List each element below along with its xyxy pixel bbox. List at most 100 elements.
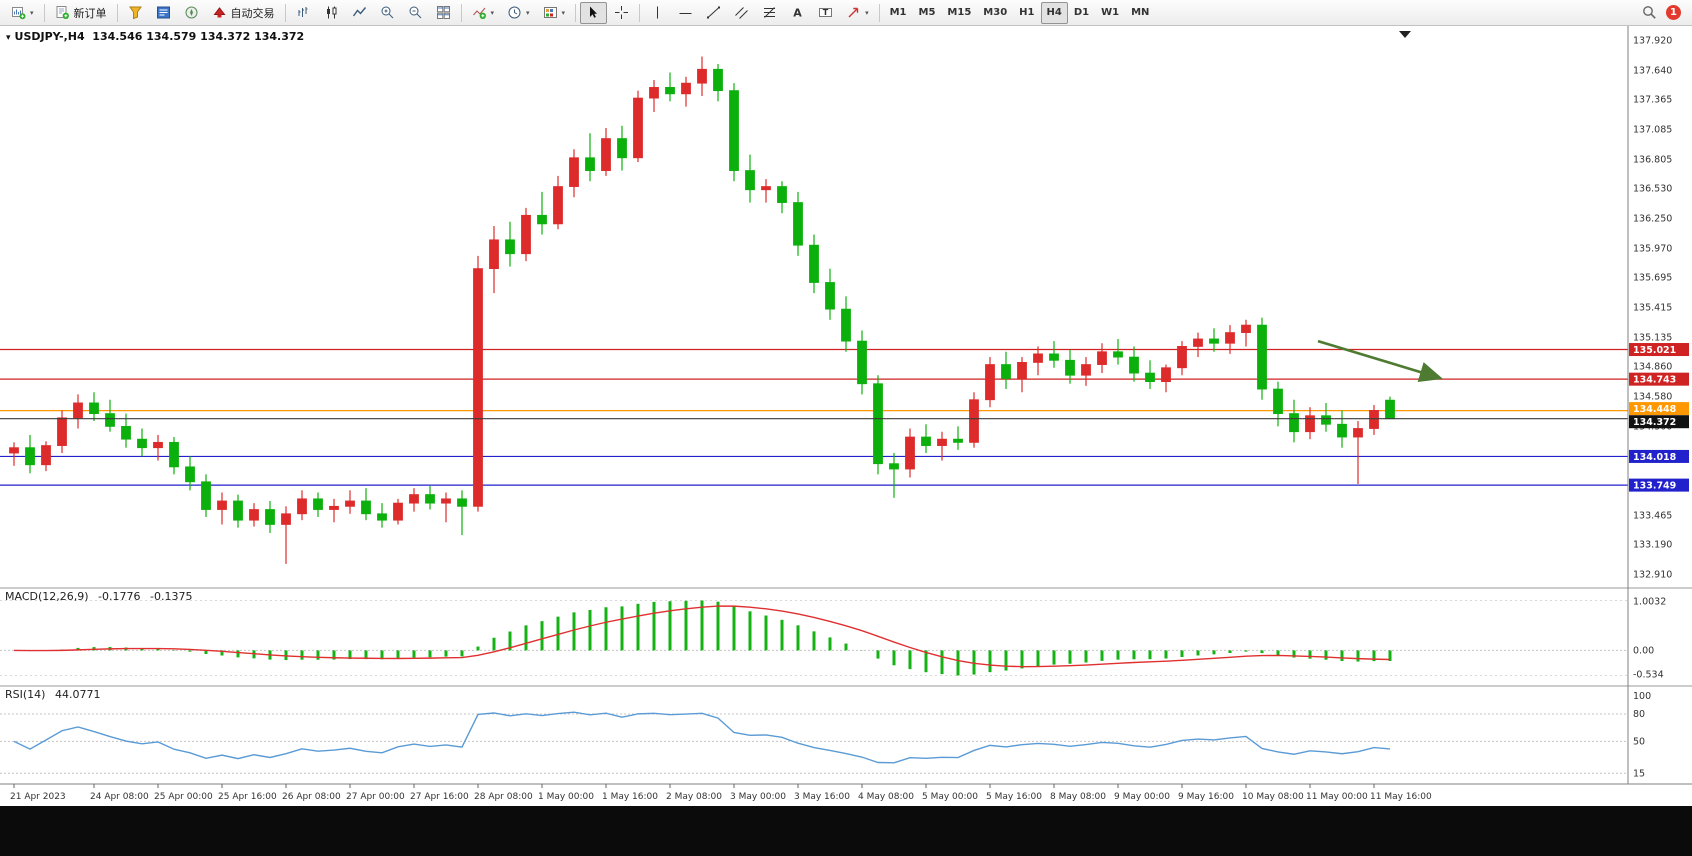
fibonacci-tool-button[interactable] [756,2,783,24]
svg-text:11 May 00:00: 11 May 00:00 [1306,792,1368,802]
cursor-icon [590,6,598,18]
text-label-tool-button[interactable]: T [812,2,839,24]
zoom-out-button[interactable] [402,2,429,24]
svg-text:132.910: 132.910 [1633,570,1672,581]
indicators-icon [472,7,486,19]
dropdown-caret: ▾ [30,8,34,17]
one-click-trading-toggle[interactable]: ▾ [6,33,11,43]
text-label-icon: T [819,8,833,17]
timeframes-menu-button[interactable]: ▾ [501,2,536,24]
crosshair-tool-button[interactable] [608,2,635,24]
new-chart-button[interactable]: ▾ [5,2,40,24]
vertical-line-icon [657,6,659,19]
svg-text:10 May 08:00: 10 May 08:00 [1242,792,1304,802]
notification-badge[interactable]: 1 [1666,5,1681,20]
macd-histogram [28,600,1392,676]
svg-text:50: 50 [1633,736,1645,747]
macd-signal-line [13,605,1391,668]
new-order-label: 新订单 [73,6,107,20]
search-button[interactable] [1636,2,1663,24]
bar-chart-button[interactable] [290,2,317,24]
timeframe-button-m30[interactable]: M30 [983,7,1008,18]
search-icon [1643,6,1656,19]
new-chart-icon [12,7,26,20]
time-axis[interactable]: 21 Apr 2023 24 Apr 08:00 25 Apr 00:00 25 Ap… [10,784,1432,802]
candlestick-chart-button[interactable] [318,2,345,24]
horizontal-lines[interactable] [0,348,1628,486]
dropdown-caret: ▾ [526,8,530,17]
cursor-tool-button[interactable] [580,1,608,24]
line-chart-button[interactable] [346,2,373,24]
horizontal-line-icon [679,13,692,14]
svg-text:80: 80 [1633,709,1645,720]
fibonacci-retracement-icon [764,7,776,18]
svg-text:134.580: 134.580 [1633,392,1672,403]
dropdown-caret: ▾ [561,8,566,17]
crosshair-icon [615,6,629,19]
svg-text:T: T [823,8,829,17]
svg-text:4 May 08:00: 4 May 08:00 [858,792,914,802]
toolbar-separator [639,3,641,22]
vertical-line-tool-button[interactable] [644,2,671,24]
svg-text:133.465: 133.465 [1633,510,1672,521]
rsi-line [13,711,1391,764]
horizontal-line-tool-button[interactable] [672,2,699,24]
svg-text:1 May 16:00: 1 May 16:00 [602,792,658,802]
svg-text:5 May 16:00: 5 May 16:00 [986,792,1042,802]
toolbar-separator [878,3,880,22]
svg-text:1 May 00:00: 1 May 00:00 [538,792,594,802]
svg-text:9 May 16:00: 9 May 16:00 [1178,792,1234,802]
channel-tool-button[interactable] [728,2,755,24]
data-window-icon [156,6,170,19]
dropdown-caret: ▾ [490,8,495,17]
timeframe-button-d1[interactable]: D1 [1073,7,1090,18]
market-watch-button[interactable] [122,2,149,24]
navigator-button[interactable] [178,2,205,24]
main-toolbar: ▾ 新订单 自动交易 [0,0,1692,26]
svg-text:135.415: 135.415 [1633,303,1672,314]
toolbar-separator [116,3,118,22]
data-window-button[interactable] [150,2,177,24]
svg-text:135.970: 135.970 [1633,243,1672,254]
rsi-panel [0,713,1628,774]
chart-canvas[interactable]: 137.920 137.640 137.365 137.085 136.805 136.5… [0,26,1692,806]
timeframe-button-h1[interactable]: H1 [1019,7,1035,18]
templates-button[interactable]: ▾ [537,2,572,24]
arrow-objects-button[interactable]: ▾ [840,2,875,24]
zoom-in-button[interactable] [374,2,401,24]
svg-text:133.749: 133.749 [1633,481,1676,492]
algo-trading-button[interactable]: 自动交易 [206,2,281,24]
trendline-tool-button[interactable] [700,2,727,24]
text-tool-button[interactable]: A [784,2,811,24]
timeframe-button-m5[interactable]: M5 [918,7,936,18]
svg-text:136.250: 136.250 [1633,214,1672,225]
indicators-button[interactable]: ▾ [466,2,501,24]
svg-text:9 May 00:00: 9 May 00:00 [1114,792,1170,802]
timeframe-button-m1[interactable]: M1 [889,7,907,18]
tile-windows-button[interactable] [430,2,457,24]
timeframe-button-m15[interactable]: M15 [947,7,972,18]
chart-window[interactable]: 137.920 137.640 137.365 137.085 136.805 136.5… [0,26,1692,806]
svg-text:0.00: 0.00 [1633,645,1654,656]
trendline-icon [707,6,721,19]
timeframe-button-h4[interactable]: H4 [1040,1,1068,24]
svg-text:137.085: 137.085 [1633,125,1672,136]
price-axis[interactable]: 137.920 137.640 137.365 137.085 136.805 136.5… [1629,36,1689,780]
navigator-icon [185,6,198,19]
timeframe-button-mn[interactable]: MN [1131,7,1150,18]
tile-windows-icon [436,6,450,19]
svg-text:24 Apr 08:00: 24 Apr 08:00 [90,792,149,802]
zoom-out-icon [409,6,421,19]
new-order-button[interactable]: 新订单 [49,2,113,24]
chart-shift-marker[interactable] [1399,31,1411,38]
text-icon: A [793,7,802,20]
bottom-bar [0,806,1692,856]
dropdown-caret: ▾ [865,8,869,17]
svg-text:25 Apr 00:00: 25 Apr 00:00 [154,792,213,802]
trend-arrow[interactable] [1317,339,1443,383]
line-chart-icon [352,7,366,17]
timeframe-button-w1[interactable]: W1 [1101,7,1120,18]
chart-template-icon [543,7,557,18]
svg-text:11 May 16:00: 11 May 16:00 [1370,792,1432,802]
svg-text:135.695: 135.695 [1633,273,1672,284]
